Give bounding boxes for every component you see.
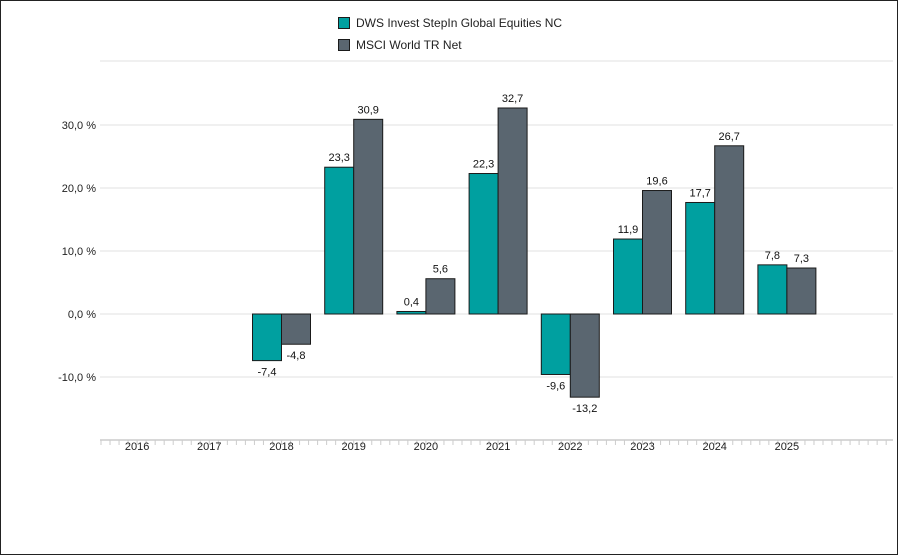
chart-legend: DWS Invest StepIn Global Equities NC MSC… — [338, 12, 562, 56]
data-label-benchmark: 7,3 — [794, 253, 809, 265]
bar-fund[interactable] — [613, 238, 643, 315]
data-label-benchmark: -4,8 — [287, 350, 306, 362]
bar-benchmark[interactable] — [497, 107, 528, 315]
bar-fund[interactable] — [396, 310, 427, 315]
data-label-fund: 22,3 — [473, 159, 494, 171]
y-tick-label: 0,0 % — [68, 309, 96, 321]
data-label-fund: -7,4 — [258, 367, 277, 379]
x-tick-label: 2019 — [341, 441, 365, 453]
legend-label-benchmark: MSCI World TR Net — [356, 38, 462, 52]
x-tick-label: 2022 — [558, 441, 582, 453]
data-label-fund: 0,4 — [404, 296, 419, 308]
data-label-benchmark: -13,2 — [572, 403, 597, 415]
x-tick-label: 2020 — [414, 441, 438, 453]
data-label-fund: 17,7 — [689, 187, 710, 199]
x-tick-label: 2016 — [125, 441, 149, 453]
bar-fund[interactable] — [540, 313, 571, 375]
data-label-benchmark: 30,9 — [357, 104, 378, 116]
y-tick-label: -10,0 % — [58, 372, 96, 384]
bar-fund[interactable] — [468, 173, 499, 315]
legend-item-fund[interactable]: DWS Invest StepIn Global Equities NC — [338, 12, 562, 34]
legend-swatch-fund — [338, 17, 350, 29]
x-tick-label: 2024 — [702, 441, 726, 453]
bar-benchmark[interactable] — [714, 145, 745, 315]
bar-benchmark[interactable] — [642, 190, 672, 315]
bar-fund[interactable] — [324, 166, 355, 315]
data-label-fund: 23,3 — [328, 152, 349, 164]
bar-fund[interactable] — [685, 201, 716, 315]
x-tick-label: 2018 — [269, 441, 293, 453]
y-tick-label: 20,0 % — [62, 183, 96, 195]
data-label-fund: 7,8 — [765, 250, 780, 262]
bar-fund[interactable] — [757, 264, 788, 315]
bar-benchmark[interactable] — [786, 267, 817, 315]
bar-fund[interactable] — [252, 313, 282, 362]
bar-benchmark[interactable] — [425, 278, 456, 315]
data-label-fund: -9,6 — [546, 380, 565, 392]
y-tick-label: 10,0 % — [62, 246, 96, 258]
bar-benchmark[interactable] — [281, 313, 311, 345]
data-label-benchmark: 19,6 — [646, 176, 667, 188]
x-tick-label: 2017 — [197, 441, 221, 453]
data-label-fund: 11,9 — [618, 224, 639, 236]
x-tick-label: 2021 — [486, 441, 510, 453]
data-label-benchmark: 32,7 — [502, 93, 523, 105]
x-tick-label: 2023 — [630, 441, 654, 453]
bar-benchmark[interactable] — [569, 313, 600, 398]
legend-swatch-benchmark — [338, 39, 350, 51]
y-tick-label: 30,0 % — [62, 120, 96, 132]
legend-item-benchmark[interactable]: MSCI World TR Net — [338, 34, 562, 56]
x-tick-label: 2025 — [775, 441, 799, 453]
bar-benchmark[interactable] — [353, 118, 384, 315]
data-label-benchmark: 5,6 — [433, 264, 448, 276]
legend-label-fund: DWS Invest StepIn Global Equities NC — [356, 16, 563, 30]
data-label-benchmark: 26,7 — [718, 131, 739, 143]
